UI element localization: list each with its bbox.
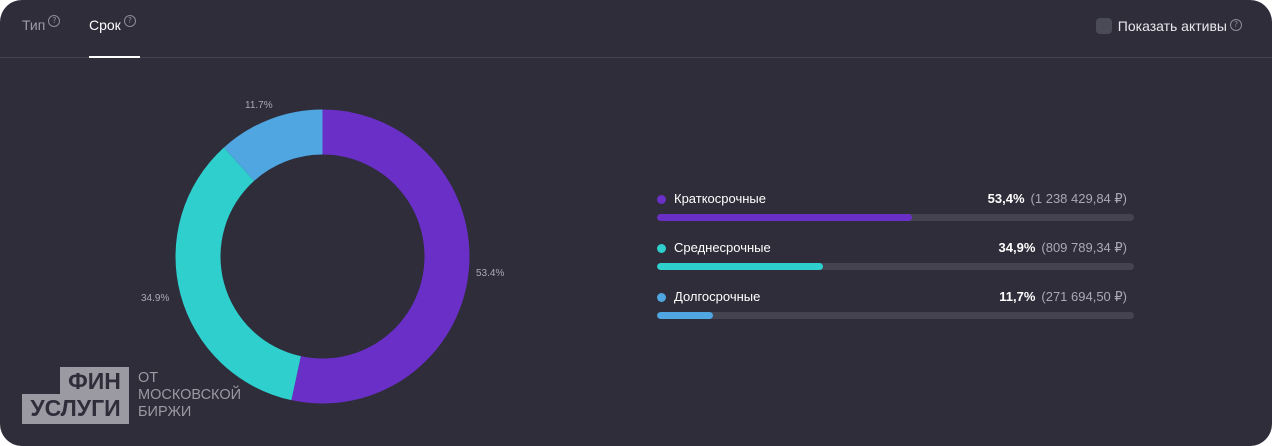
show-assets-toggle[interactable]: Показать активы? (1095, 16, 1242, 36)
slice-long[interactable] (223, 109, 323, 181)
term-donut-chart (175, 109, 470, 404)
legend-amount: (271 694,50 ₽) (1041, 289, 1127, 304)
legend-percent: 34,9% (998, 240, 1036, 255)
slice-label-medium: 34.9% (141, 293, 170, 304)
share-bar-track (657, 214, 1134, 221)
legend-item-long: Долгосрочные 11,7% (271 694,50 ₽) (657, 288, 1134, 337)
legend-name: Долгосрочные (674, 289, 761, 304)
series-color-dot (657, 195, 666, 204)
slice-medium[interactable] (175, 147, 301, 401)
legend-name: Краткосрочные (674, 191, 766, 206)
share-bar-track (657, 312, 1134, 319)
show-assets-checkbox[interactable] (1095, 18, 1112, 34)
legend-item-medium: Среднесрочные 34,9% (809 789,34 ₽) (657, 239, 1134, 288)
tab-term-label: Срок (89, 17, 121, 33)
slice-label-short: 53.4% (476, 268, 505, 279)
legend-values: 11,7% (271 694,50 ₽) (999, 289, 1127, 305)
logo-subtitle-line: МОСКОВСКОЙ (138, 387, 242, 403)
share-bar-track (657, 263, 1134, 270)
logo-uslugi: УСЛУГИ (22, 394, 129, 424)
series-color-dot (657, 244, 666, 253)
tab-type[interactable]: Тип? (22, 15, 64, 57)
show-assets-label: Показать активы (1117, 18, 1227, 34)
legend-amount: (809 789,34 ₽) (1041, 240, 1127, 255)
share-bar-fill (657, 312, 713, 319)
legend-percent: 11,7% (999, 289, 1036, 304)
legend-values: 34,9% (809 789,34 ₽) (999, 240, 1127, 256)
legend-item-short: Краткосрочные 53,4% (1 238 429,84 ₽) (657, 190, 1134, 239)
tab-term[interactable]: Срок? (89, 15, 140, 58)
logo-subtitle-line: БИРЖИ (138, 404, 192, 420)
logo-fin: ФИН (60, 367, 129, 394)
logo-subtitle: ОТ МОСКОВСКОЙ БИРЖИ (138, 370, 258, 421)
series-color-dot (657, 293, 666, 302)
legend-name: Среднесрочные (674, 240, 771, 255)
legend-amount: (1 238 429,84 ₽) (1030, 191, 1127, 206)
share-bar-fill (657, 214, 912, 221)
slice-short[interactable] (291, 109, 470, 404)
help-icon[interactable]: ? (123, 15, 136, 27)
tab-bar: Тип? Срок? Показать активы? (0, 0, 1272, 58)
legend: Краткосрочные 53,4% (1 238 429,84 ₽) Сред… (657, 190, 1134, 337)
help-icon[interactable]: ? (1230, 19, 1242, 31)
slice-label-long: 11.7% (245, 100, 273, 111)
help-icon[interactable]: ? (48, 15, 61, 27)
logo-subtitle-line: ОТ (138, 370, 159, 386)
tab-type-label: Тип (22, 17, 46, 33)
legend-values: 53,4% (1 238 429,84 ₽) (988, 191, 1127, 207)
share-bar-fill (657, 263, 824, 270)
legend-percent: 53,4% (987, 191, 1025, 206)
